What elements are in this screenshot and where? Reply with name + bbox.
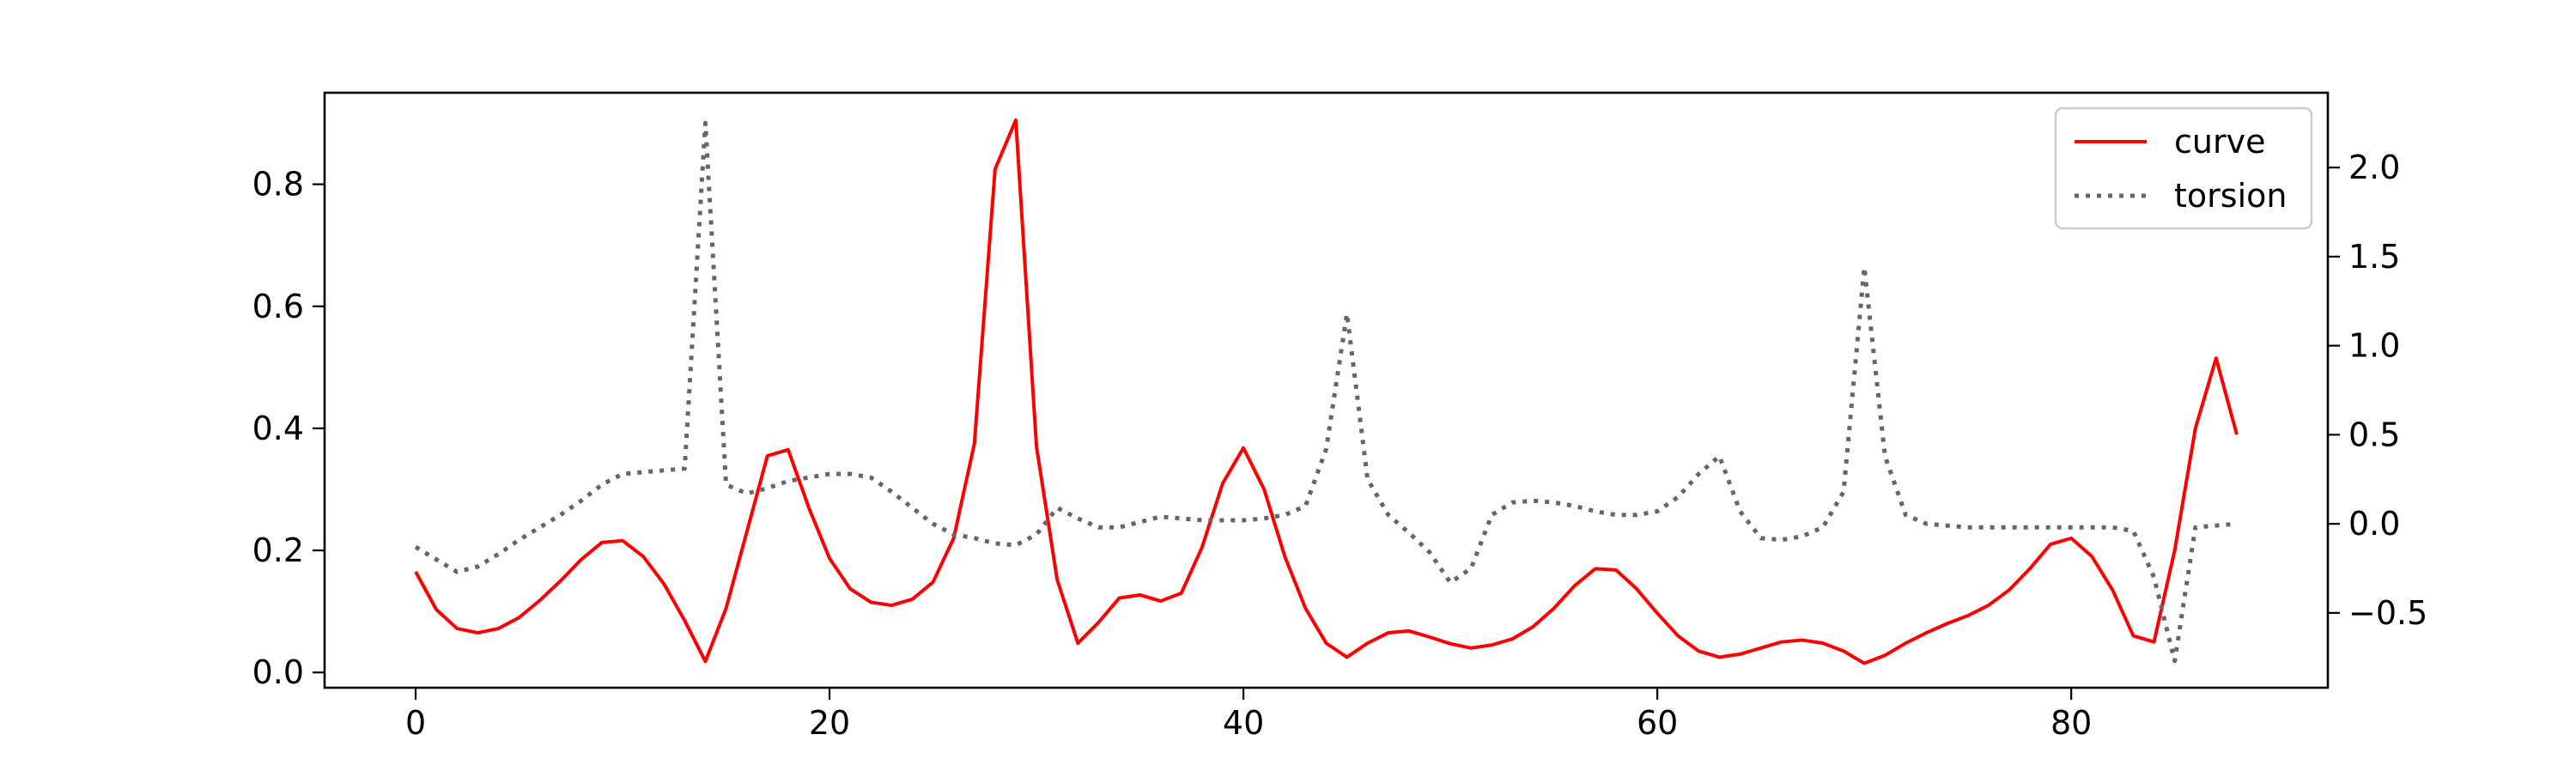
legend-box xyxy=(2054,106,2313,230)
series-line-curve xyxy=(414,118,2239,665)
y-left-tick-label: 0.2 xyxy=(252,531,304,569)
x-tick-label: 40 xyxy=(1223,704,1264,742)
legend: curve torsion xyxy=(2054,106,2313,230)
x-tick-label: 60 xyxy=(1637,704,1678,742)
x-tick-label: 80 xyxy=(2050,704,2092,742)
y-right-tick-label: 0.0 xyxy=(2348,505,2400,543)
y-right-tick-label: 1.0 xyxy=(2348,327,2400,365)
y-left-tick-label: 0.6 xyxy=(252,288,304,325)
y-axis-left: 0.0 0.2 0.4 0.6 0.8 xyxy=(252,166,325,691)
x-axis: 0 20 40 60 80 xyxy=(405,688,2092,742)
legend-label-torsion: torsion xyxy=(2174,177,2287,215)
x-tick-label: 0 xyxy=(405,704,426,742)
series-line-torsion xyxy=(414,120,2238,664)
series-layer xyxy=(414,118,2239,665)
y-left-tick-label: 0.8 xyxy=(252,166,304,203)
y-right-tick-label: −0.5 xyxy=(2348,594,2427,632)
y-left-tick-label: 0.0 xyxy=(252,653,304,691)
y-left-tick-label: 0.4 xyxy=(252,410,304,447)
plot-area-frame xyxy=(323,91,2330,689)
legend-label-curve: curve xyxy=(2174,123,2265,161)
y-axis-right: −0.5 0.0 0.5 1.0 1.5 2.0 xyxy=(2328,149,2427,632)
y-right-tick-label: 1.5 xyxy=(2348,238,2400,276)
y-right-tick-label: 2.0 xyxy=(2348,149,2400,186)
x-tick-label: 20 xyxy=(809,704,850,742)
y-right-tick-label: 0.5 xyxy=(2348,416,2400,453)
